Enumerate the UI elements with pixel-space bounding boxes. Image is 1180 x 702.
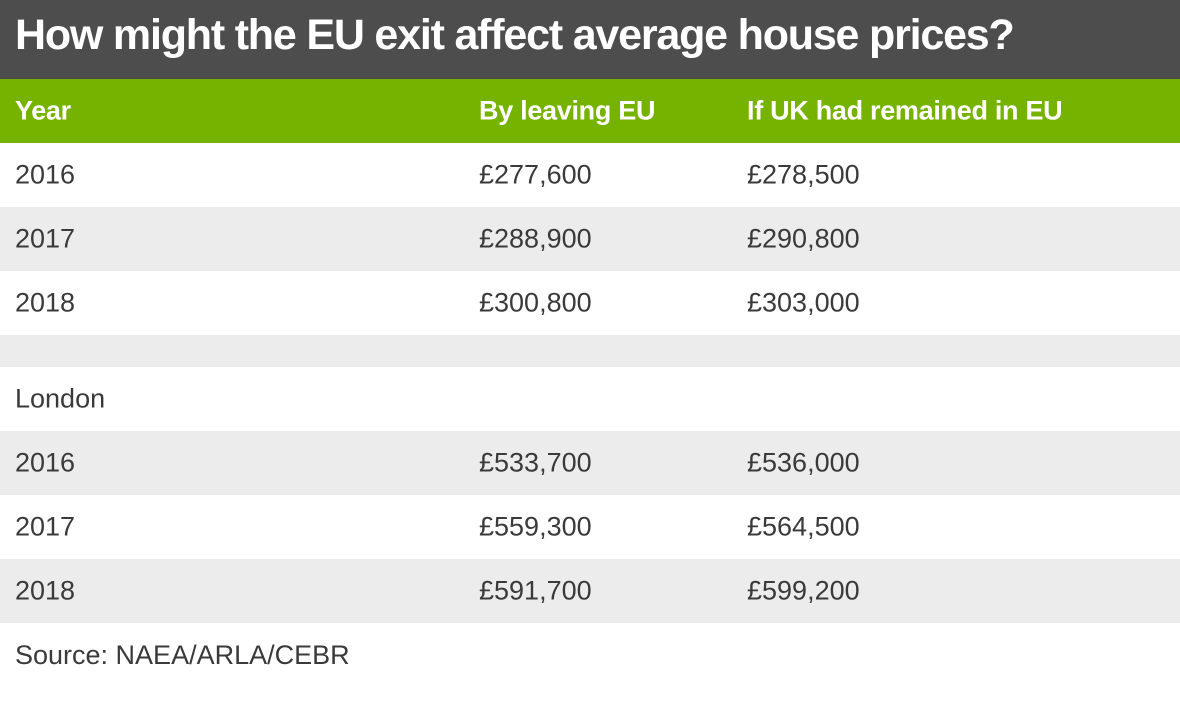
year-cell: 2016 — [15, 159, 76, 190]
remained-value: £290,800 — [747, 223, 860, 254]
table-header: Year By leaving EU If UK had remained in… — [0, 79, 1180, 143]
remained-value: £536,000 — [747, 447, 860, 478]
leaving-value: £277,600 — [479, 159, 592, 190]
table-row: 2018 £591,700 £599,200 — [0, 559, 1180, 623]
section-label-row: London — [0, 367, 1180, 431]
remained-value: £564,500 — [747, 511, 860, 542]
leaving-value: £591,700 — [479, 575, 592, 606]
year-cell: 2018 — [15, 287, 76, 318]
remained-value: £278,500 — [747, 159, 860, 190]
year-cell: 2017 — [15, 511, 76, 542]
remained-value: £599,200 — [747, 575, 860, 606]
leaving-value: £559,300 — [479, 511, 592, 542]
table-row: 2016 £277,600 £278,500 — [0, 143, 1180, 207]
leaving-value: £533,700 — [479, 447, 592, 478]
title-bar: How might the EU exit affect average hou… — [0, 0, 1180, 79]
table-row: 2018 £300,800 £303,000 — [0, 271, 1180, 335]
header-year: Year — [15, 95, 71, 126]
table-row: 2017 £288,900 £290,800 — [0, 207, 1180, 271]
header-if-remained: If UK had remained in EU — [747, 95, 1063, 126]
year-cell: 2017 — [15, 223, 76, 254]
spacer-row — [0, 335, 1180, 367]
section-label-london: London — [15, 383, 106, 414]
leaving-value: £300,800 — [479, 287, 592, 318]
source-note: Source: NAEA/ARLA/CEBR — [15, 640, 350, 670]
remained-value: £303,000 — [747, 287, 860, 318]
year-cell: 2018 — [15, 575, 76, 606]
leaving-value: £288,900 — [479, 223, 592, 254]
table-row: 2016 £533,700 £536,000 — [0, 431, 1180, 495]
page-title: How might the EU exit affect average hou… — [15, 11, 1015, 59]
year-cell: 2016 — [15, 447, 76, 478]
table-row: 2017 £559,300 £564,500 — [0, 495, 1180, 559]
header-by-leaving-eu: By leaving EU — [479, 95, 656, 126]
